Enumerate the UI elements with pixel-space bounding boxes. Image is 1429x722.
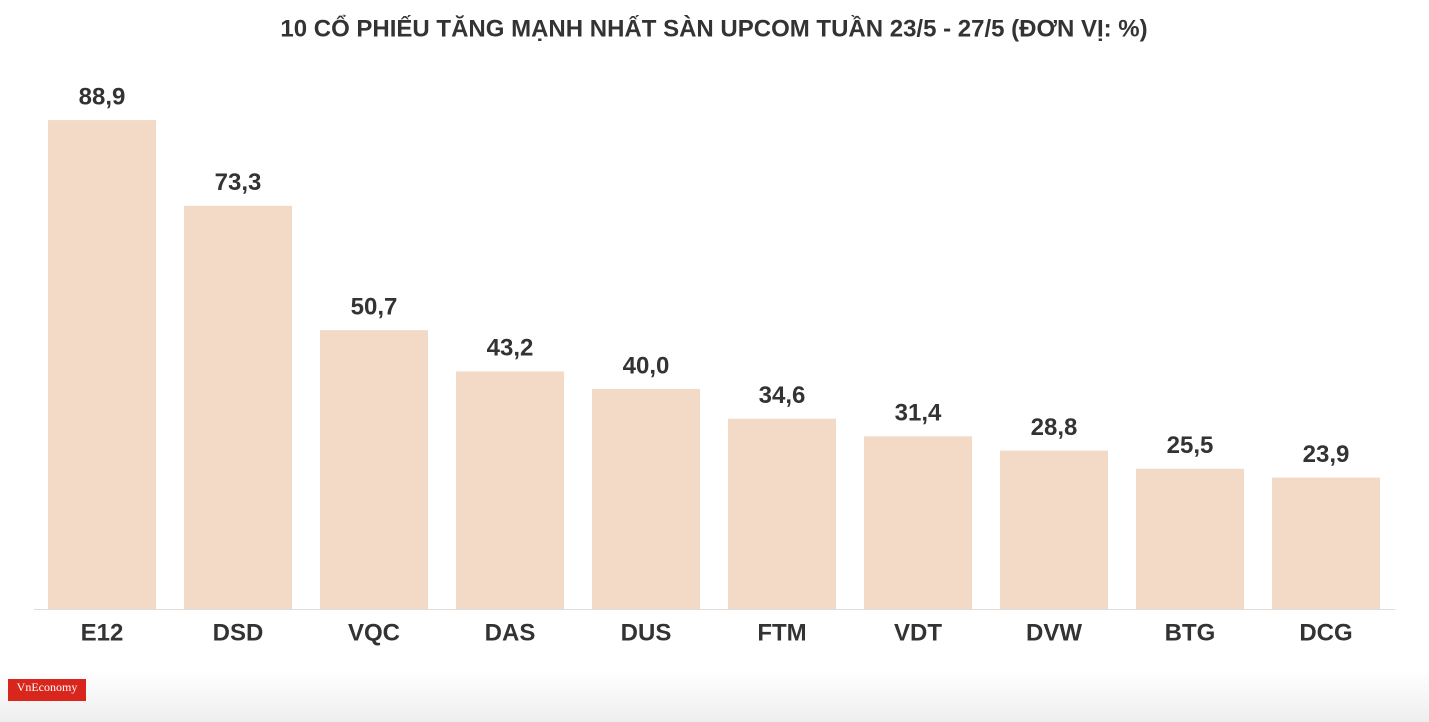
bar	[1000, 450, 1108, 609]
bar	[864, 436, 972, 609]
bar	[456, 371, 564, 609]
value-label: 34,6	[759, 382, 806, 409]
footer-bg	[0, 670, 1429, 722]
bar	[320, 330, 428, 609]
bar	[1136, 468, 1244, 609]
bar	[728, 418, 836, 609]
x-tick-label: FTM	[757, 619, 806, 646]
value-label: 31,4	[895, 400, 942, 427]
value-label: 43,2	[487, 335, 534, 362]
x-tick-label: BTG	[1165, 619, 1216, 646]
x-tick-label: VDT	[894, 619, 942, 646]
value-label: 50,7	[351, 293, 398, 320]
x-tick-label: DAS	[485, 619, 536, 646]
value-label: 25,5	[1167, 432, 1214, 459]
x-tick-label: DCG	[1299, 619, 1352, 646]
value-label: 73,3	[215, 169, 262, 196]
x-tick-label: DUS	[621, 619, 672, 646]
logo	[8, 679, 86, 701]
bar	[592, 389, 700, 609]
logo-text: VnEconomy	[17, 680, 78, 694]
bar	[1272, 477, 1380, 609]
value-label: 28,8	[1031, 414, 1078, 441]
x-tick-label: DSD	[213, 619, 264, 646]
x-tick-label: VQC	[348, 619, 400, 646]
x-tick-label: E12	[81, 619, 124, 646]
bar	[184, 205, 292, 609]
chart-title: 10 CỔ PHIẾU TĂNG MẠNH NHẤT SÀN UPCOM TUẦ…	[280, 14, 1147, 42]
value-label: 23,9	[1303, 441, 1350, 468]
x-tick-label: DVW	[1026, 619, 1082, 646]
value-label: 88,9	[79, 83, 126, 110]
value-label: 40,0	[623, 352, 670, 379]
bar	[48, 120, 156, 610]
